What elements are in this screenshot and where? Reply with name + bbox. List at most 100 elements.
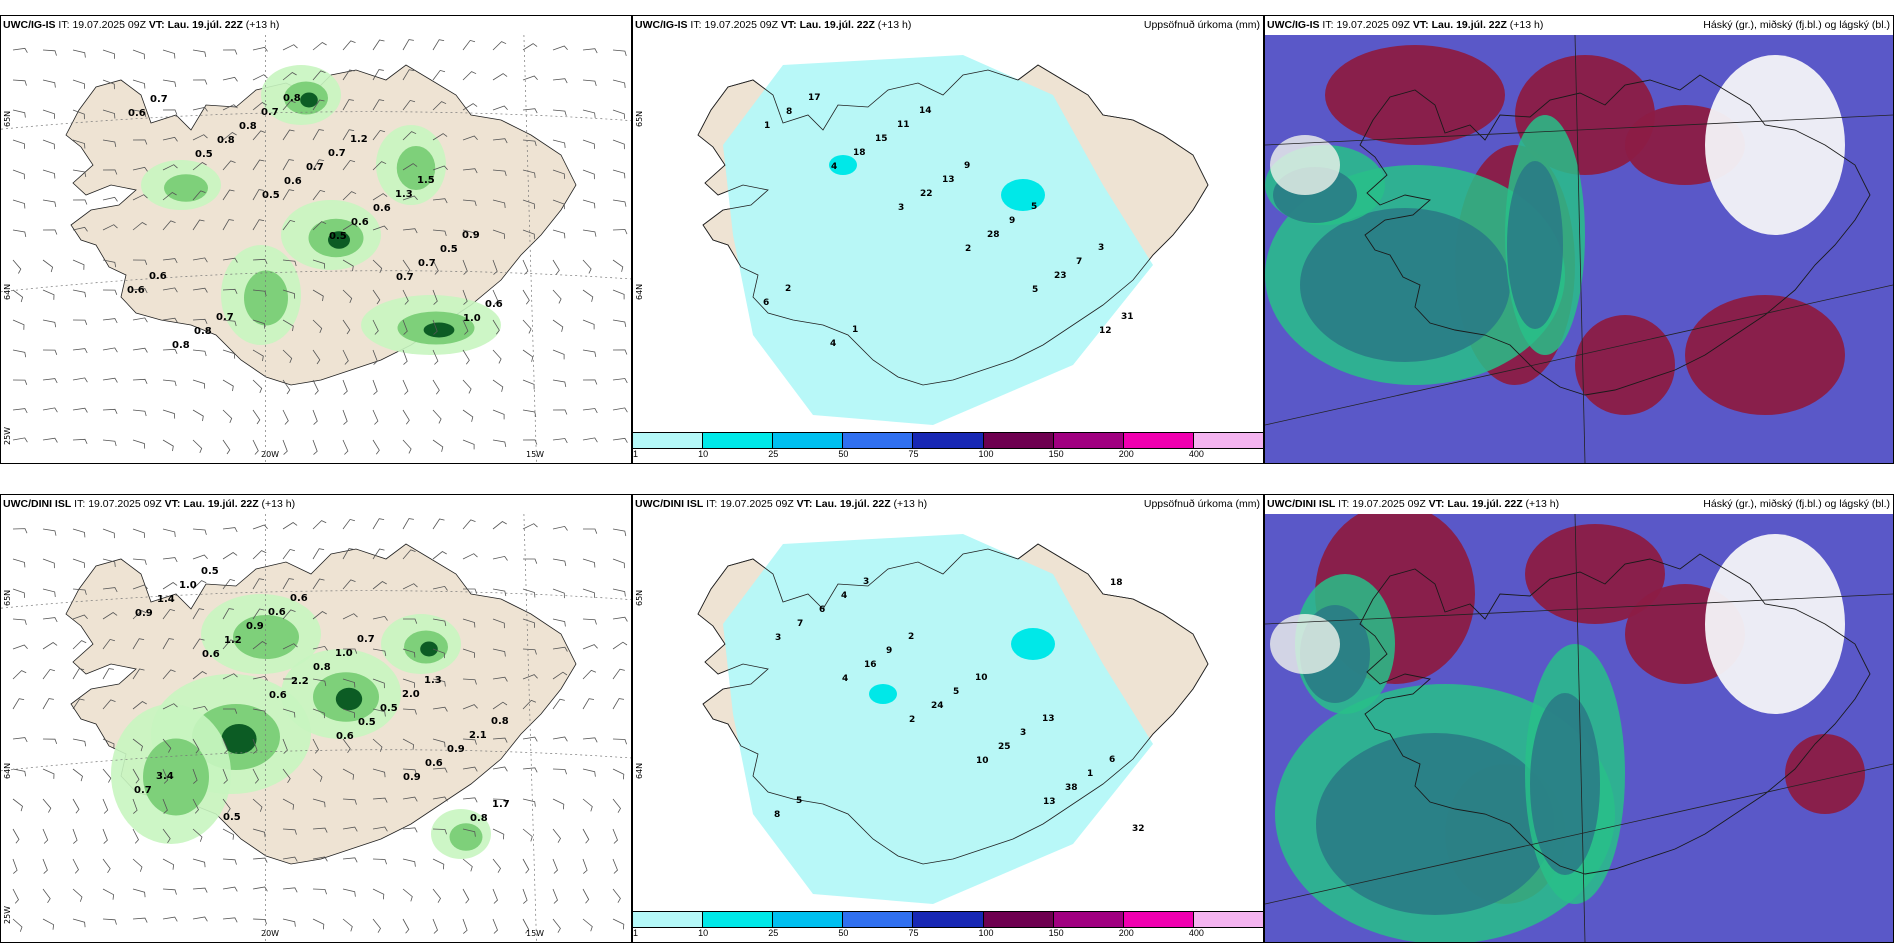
wind-barb [552,289,562,304]
wind-barb [222,409,233,424]
wind-barb [222,132,237,141]
wind-barb [42,588,56,597]
longitude-label: 15W [526,929,544,938]
wind-barb [252,159,265,171]
value-label: 4 [831,162,837,172]
wind-barb [282,72,297,81]
wind-barb [42,289,55,300]
value-label: 23 [1054,271,1067,281]
wind-barb [522,229,535,240]
wind-barb [252,675,268,681]
high-cloud [1325,45,1505,145]
wind-barb [312,768,323,782]
wind-barb [342,518,356,530]
wind-barb [462,168,478,174]
value-label: 28 [987,230,1000,240]
valid-time: Lau. 19.júl. 22Z [1447,498,1523,510]
wind-barb [223,708,238,714]
colorbar-tick: 150 [1048,928,1064,938]
wind-barb [612,558,625,569]
value-label: 0.8 [217,135,235,146]
wind-barb [252,524,268,530]
wind-barb [222,828,235,840]
value-label: 0.6 [373,203,391,214]
wind-barb [522,169,536,178]
wind-barb [552,109,567,117]
wind-barb [582,698,595,710]
wind-barb [162,379,177,387]
corner-label: 25W [3,906,12,924]
wind-barb [462,71,477,81]
wind-barb [372,319,379,335]
colorbar-swatch [772,432,844,449]
value-label: 0.6 [351,217,369,228]
wind-barb [342,349,349,365]
wind-barb [492,618,505,629]
wind-barb [582,48,598,54]
wind-barb [162,768,169,784]
wind-barb [402,259,411,275]
wind-barb [342,888,356,897]
wind-barb [522,379,535,390]
wind-barb [42,109,55,119]
wind-barb [612,407,628,413]
value-label: 0.8 [491,716,509,727]
wind-barb [522,699,537,710]
value-label: 13 [1042,714,1055,724]
wind-barb [582,199,596,209]
wind-barb [222,768,228,784]
wind-barb [522,289,530,305]
wind-barb [372,768,386,778]
wind-barb [162,287,178,293]
value-label: 2.2 [291,676,309,687]
wind-barb [492,648,506,657]
iceland-outline [697,543,1209,865]
wind-barb [102,558,116,567]
value-label: 1 [1087,769,1093,779]
wind-barb [492,349,502,364]
wind-barb [402,708,417,715]
wind-barb [402,678,415,688]
wind-barb [72,139,86,149]
value-label: 0.6 [269,690,287,701]
wind-barb [612,229,628,235]
wind-barb [342,319,351,335]
wind-barb [162,136,178,142]
valid-time: Lau. 19.júl. 22Z [183,498,259,510]
wind-barb [402,888,413,902]
wind-barb [312,798,326,808]
high-cloud [1575,315,1675,415]
low-cloud [1507,161,1563,329]
value-label: 0.9 [447,744,465,755]
wind-barb [132,259,148,265]
wind-barb [372,39,385,51]
value-label: 0.8 [283,93,301,104]
wind-barb [162,220,176,231]
value-label: 0.7 [418,258,436,269]
wind-barb [222,189,235,201]
wind-barb [432,706,448,712]
value-label: 0.7 [216,312,234,323]
wind-barb [372,161,387,171]
wind-barb [462,888,470,904]
wind-barb [12,349,27,358]
wind-barb [162,828,171,844]
wind-barb [552,736,568,742]
clear-sky [1270,135,1340,195]
wind-barb [282,798,295,810]
wind-barb [162,703,178,710]
wind-barb [102,109,116,119]
model-label: UWC/IG-IS [3,19,56,31]
value-label: 3 [898,203,904,213]
wind-barb [552,918,561,933]
wind-barb [522,674,538,680]
wind-barb [492,41,507,51]
value-label: 0.5 [195,149,213,160]
wind-barb [162,348,178,354]
wind-barb [102,347,118,353]
panel-header: UWC/IG-IS IT: 19.07.2025 09Z VT: Lau. 19… [633,16,1263,35]
iceland-outline [697,64,1209,386]
wind-barb [612,319,627,327]
wind-barb [402,319,408,335]
wind-barb [492,379,504,392]
